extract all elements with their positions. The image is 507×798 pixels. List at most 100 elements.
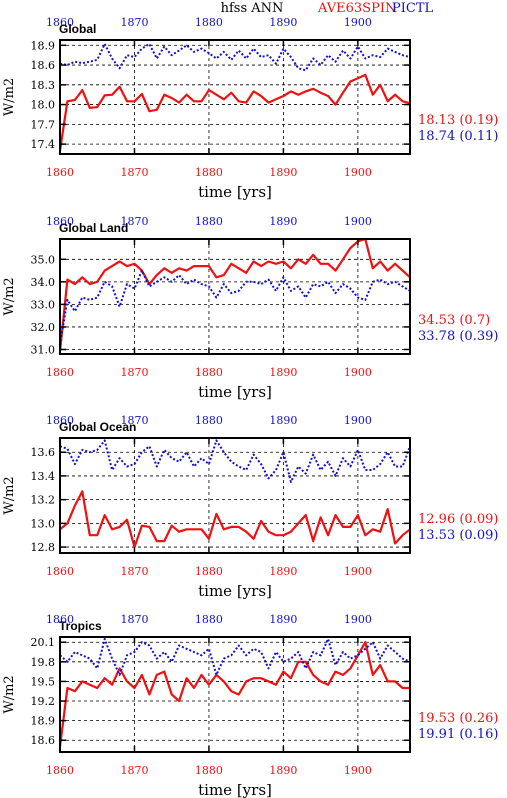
series-line-control <box>59 43 411 72</box>
y-tick-label: 18.9 <box>31 715 56 728</box>
bottom-tick-label: 1870 <box>120 565 148 578</box>
y-tick-label: 13.6 <box>31 446 56 459</box>
top-tick-label: 1890 <box>269 414 297 427</box>
y-tick-label: 18.6 <box>31 734 56 747</box>
bottom-tick-label: 1890 <box>269 565 297 578</box>
plot-frame <box>59 238 411 355</box>
series-line-control <box>59 269 411 346</box>
top-tick-label: 1880 <box>195 613 223 626</box>
bottom-tick-label: 1880 <box>195 565 223 578</box>
y-tick-label: 19.2 <box>31 695 56 708</box>
bottom-tick-label: 1890 <box>269 366 297 379</box>
stat-label-experiment: 19.53 (0.26) <box>418 711 498 726</box>
stat-label-control: 19.91 (0.16) <box>418 727 498 742</box>
top-tick-label: 1900 <box>344 16 372 29</box>
top-tick-label: 1890 <box>269 16 297 29</box>
top-tick-label: 1890 <box>269 215 297 228</box>
bottom-tick-label: 1870 <box>120 366 148 379</box>
top-tick-label: 1900 <box>344 613 372 626</box>
top-tick-label: 1860 <box>46 613 74 626</box>
panel-title: Tropics <box>59 619 102 633</box>
top-tick-label: 1870 <box>120 16 148 29</box>
top-tick-label: 1880 <box>195 414 223 427</box>
y-tick-label: 18.0 <box>31 99 56 112</box>
y-tick-label: 31.0 <box>31 343 56 356</box>
top-tick-label: 1900 <box>344 414 372 427</box>
top-tick-label: 1880 <box>195 16 223 29</box>
top-tick-label: 1880 <box>195 215 223 228</box>
y-tick-label: 17.7 <box>31 118 56 131</box>
x-axis-label: time [yrs] <box>198 383 272 401</box>
panel-title: Global Ocean <box>59 420 136 434</box>
bottom-tick-label: 1870 <box>120 166 148 179</box>
stat-label-control: 33.78 (0.39) <box>418 329 498 344</box>
bottom-tick-label: 1860 <box>46 764 74 777</box>
bottom-tick-label: 1900 <box>344 565 372 578</box>
stat-label-control: 18.74 (0.11) <box>418 129 498 144</box>
control-label: PICTL <box>392 1 434 16</box>
top-tick-label: 1860 <box>46 215 74 228</box>
bottom-tick-label: 1860 <box>46 166 74 179</box>
y-axis-label: W/m2 <box>2 78 17 116</box>
y-tick-label: 20.1 <box>31 636 56 649</box>
y-tick-label: 13.2 <box>31 494 56 507</box>
top-tick-label: 1860 <box>46 16 74 29</box>
y-tick-label: 34.0 <box>31 276 56 289</box>
bottom-tick-label: 1890 <box>269 764 297 777</box>
y-tick-label: 19.8 <box>31 656 56 669</box>
figure-title: hfss ANN <box>221 1 284 16</box>
top-tick-label: 1890 <box>269 613 297 626</box>
top-tick-label: 1900 <box>344 215 372 228</box>
stat-label-experiment: 18.13 (0.19) <box>418 113 498 128</box>
stat-label-control: 13.53 (0.09) <box>418 528 498 543</box>
x-axis-label: time [yrs] <box>198 183 272 201</box>
y-tick-label: 18.6 <box>31 59 56 72</box>
experiment-label: AVE63SPIN <box>317 1 396 16</box>
y-tick-label: 32.0 <box>31 321 56 334</box>
y-axis-label: W/m2 <box>2 476 17 514</box>
bottom-tick-label: 1860 <box>46 366 74 379</box>
series-line-experiment <box>59 490 411 549</box>
bottom-tick-label: 1890 <box>269 166 297 179</box>
plot-frame <box>59 39 411 155</box>
top-tick-label: 1870 <box>120 613 148 626</box>
stat-label-experiment: 12.96 (0.09) <box>418 512 498 527</box>
series-line-experiment <box>58 73 411 151</box>
y-tick-label: 18.3 <box>31 79 56 92</box>
bottom-tick-label: 1880 <box>195 764 223 777</box>
bottom-tick-label: 1900 <box>344 764 372 777</box>
x-axis-label: time [yrs] <box>198 582 272 600</box>
stat-label-experiment: 34.53 (0.7) <box>418 313 490 328</box>
top-tick-label: 1860 <box>46 414 74 427</box>
series-line-control <box>59 638 411 676</box>
y-tick-label: 13.0 <box>31 517 56 530</box>
y-tick-label: 12.8 <box>31 541 56 554</box>
y-tick-label: 19.5 <box>31 675 56 688</box>
y-tick-label: 17.4 <box>31 138 56 151</box>
y-tick-label: 35.0 <box>31 253 56 266</box>
top-tick-label: 1870 <box>120 414 148 427</box>
y-axis-label: W/m2 <box>2 675 17 713</box>
plot-frame <box>59 636 411 753</box>
x-axis-label: time [yrs] <box>198 781 272 798</box>
y-tick-label: 33.0 <box>31 298 56 311</box>
bottom-tick-label: 1870 <box>120 764 148 777</box>
bottom-tick-label: 1860 <box>46 565 74 578</box>
y-axis-label: W/m2 <box>2 277 17 315</box>
top-tick-label: 1870 <box>120 215 148 228</box>
y-tick-label: 18.9 <box>31 39 56 52</box>
bottom-tick-label: 1900 <box>344 366 372 379</box>
panel-title: Global Land <box>59 221 128 235</box>
bottom-tick-label: 1880 <box>195 166 223 179</box>
panel-title: Global <box>59 22 96 36</box>
series-line-experiment <box>58 237 411 352</box>
bottom-tick-label: 1900 <box>344 166 372 179</box>
plot-frame <box>59 437 411 554</box>
bottom-tick-label: 1880 <box>195 366 223 379</box>
y-tick-label: 13.4 <box>31 470 56 483</box>
